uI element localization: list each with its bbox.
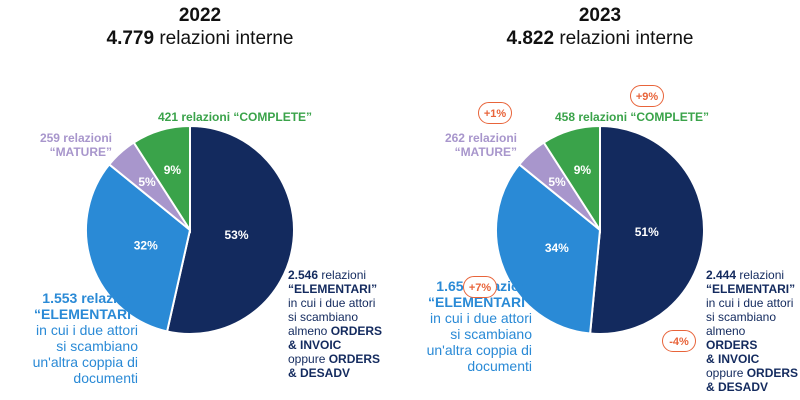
- pie-label-elementari-other: 32%: [134, 238, 158, 252]
- elementari-orders-line6-bold: & INVOIC: [706, 352, 760, 366]
- pie-label-complete: 9%: [164, 163, 182, 177]
- pie-slice-elementari-orders: [165, 124, 295, 335]
- elementari-orders-line8-bold: & DESADV: [288, 366, 351, 380]
- chart-2023: 2023 4.822 relazioni interne 51% 34% 5% 9% …: [400, 0, 800, 400]
- elementari-orders-line5-bold: ORDERS: [706, 338, 758, 352]
- chart-2022: 2022 4.779 relazioni interne 53% 32% 5% 9% …: [0, 5, 400, 386]
- total-relations: 4.822: [506, 28, 555, 49]
- pie-slice-elementari-orders: [589, 124, 705, 335]
- label-mature: 259 relazioni “MATURE”: [30, 131, 112, 159]
- elementari-orders-line8-bold: & DESADV: [706, 380, 769, 394]
- elementari-orders-line5-text: almeno: [706, 324, 746, 338]
- elementari-orders-line4: si scambiano: [288, 310, 359, 324]
- elementari-orders-count: 2.546: [288, 268, 319, 282]
- label-mature: 262 relazioni “MATURE”: [435, 131, 517, 159]
- elementari-orders-line3: in cui i due attori: [288, 296, 376, 310]
- elementari-orders-line1-text: relazioni: [321, 268, 367, 282]
- elementari-orders-line1-text: relazioni: [739, 268, 785, 282]
- pie-chart: 53% 32% 5% 9%: [85, 124, 295, 335]
- label-elementari-orders: 2.546 relazioni “ELEMENTARI” in cui i du…: [288, 268, 398, 380]
- complete-count: 421: [158, 110, 179, 124]
- complete-text: relazioni “COMPLETE”: [578, 110, 710, 124]
- elementari-orders-count: 2.444: [706, 268, 737, 282]
- elementari-orders-line2: “ELEMENTARI”: [706, 282, 796, 296]
- elementari-other-line3: in cui i due attori: [36, 322, 138, 338]
- elementari-other-line5: un'altra coppia di: [32, 354, 138, 370]
- pie-label-complete: 9%: [574, 163, 592, 177]
- subtitle-text: relazioni interne: [159, 28, 294, 49]
- delta-badge-mature: +1%: [478, 102, 512, 124]
- elementari-orders-line7-bold: ORDERS: [328, 352, 381, 366]
- pie-label-mature: 5%: [548, 175, 566, 189]
- delta-badge-complete: +9%: [630, 85, 664, 107]
- elementari-orders-line7-bold: ORDERS: [746, 366, 799, 380]
- pie-label-elementari-orders: 51%: [635, 225, 659, 239]
- label-complete: 458 relazioni “COMPLETE”: [555, 110, 709, 124]
- elementari-other-line1: 1.553 relazioni: [42, 290, 138, 306]
- delta-badge-elementari-other: +7%: [463, 276, 497, 298]
- subtitle-text: relazioni interne: [559, 28, 694, 49]
- mature-line1: 259 relazioni: [39, 131, 112, 145]
- pie-slice-elementari-other: [495, 163, 602, 335]
- elementari-other-line4: si scambiano: [56, 338, 138, 354]
- elementari-other-line2: “ELEMENTARI”: [34, 306, 138, 322]
- elementari-orders-line6-bold: & INVOIC: [288, 338, 342, 352]
- pie-slice-complete: [542, 124, 601, 234]
- pie-label-elementari-orders: 53%: [224, 228, 248, 242]
- chart-subtitle: 4.822 relazioni interne: [400, 28, 800, 50]
- elementari-orders-line5-text: almeno: [288, 324, 328, 338]
- label-elementari-other: 1.553 relazioni “ELEMENTARI” in cui i du…: [8, 290, 138, 386]
- elementari-orders-line4: si scambiano: [706, 310, 777, 324]
- elementari-other-line4: si scambiano: [450, 326, 532, 342]
- complete-count: 458: [555, 110, 576, 124]
- pie-slice-complete: [132, 124, 191, 234]
- delta-badge-elementari-orders: -4%: [662, 330, 696, 352]
- elementari-orders-line2: “ELEMENTARI”: [288, 282, 378, 296]
- pie-slice-elementari-other: [85, 163, 192, 333]
- label-elementari-other: 1.658 relazioni “ELEMENTARI” in cui i du…: [402, 278, 532, 374]
- elementari-orders-line7-text: oppure: [706, 366, 744, 380]
- mature-line1: 262 relazioni: [444, 131, 517, 145]
- label-elementari-orders: 2.444 relazioni “ELEMENTARI” in cui i du…: [706, 268, 800, 394]
- chart-subtitle: 4.779 relazioni interne: [0, 28, 400, 50]
- elementari-other-line6: documenti: [467, 358, 532, 374]
- elementari-other-line2: “ELEMENTARI”: [428, 294, 532, 310]
- elementari-other-line5: un'altra coppia di: [426, 342, 532, 358]
- chart-title: 2023: [578, 5, 622, 26]
- elementari-orders-line3: in cui i due attori: [706, 296, 794, 310]
- mature-line2: “MATURE”: [49, 145, 112, 159]
- total-relations: 4.779: [106, 28, 155, 49]
- elementari-other-line3: in cui i due attori: [430, 310, 532, 326]
- elementari-other-line6: documenti: [73, 370, 138, 386]
- pie-chart: 51% 34% 5% 9%: [495, 124, 705, 335]
- chart-title: 2022: [178, 5, 222, 26]
- pie-label-mature: 5%: [138, 175, 156, 189]
- pie-label-elementari-other: 34%: [545, 241, 569, 255]
- label-complete: 421 relazioni “COMPLETE”: [158, 110, 312, 124]
- complete-text: relazioni “COMPLETE”: [181, 110, 313, 124]
- elementari-orders-line7-text: oppure: [288, 352, 326, 366]
- elementari-orders-line5-bold: ORDERS: [330, 324, 383, 338]
- mature-line2: “MATURE”: [454, 145, 517, 159]
